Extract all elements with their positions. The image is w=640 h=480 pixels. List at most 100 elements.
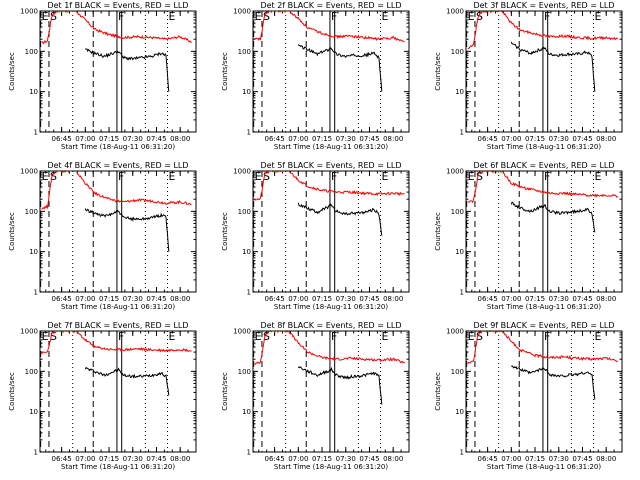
x-tick-label: 06:45	[478, 135, 498, 143]
panel-title: Det 2f BLACK = Events, RED = LLD	[260, 1, 401, 10]
y-tick-label: 1	[34, 449, 38, 457]
event-marker-label: F	[331, 10, 337, 23]
series-line-lld	[467, 11, 619, 50]
x-axis-label: Start Time (18-Aug-11 06:31:20)	[61, 303, 175, 311]
panel-plot: Det 8f BLACK = Events, RED = LLD 1 10 100 10…	[221, 321, 410, 471]
y-tick-label: 100	[25, 368, 38, 376]
x-tick-label: 06:45	[52, 295, 72, 303]
panel-title: Det 8f BLACK = Events, RED = LLD	[260, 321, 401, 330]
y-tick-label: 1	[34, 289, 38, 297]
detector-panel: Det 3f BLACK = Events, RED = LLD 1 10 100 10…	[426, 0, 639, 160]
event-marker-label: E	[42, 10, 49, 23]
y-tick-label: 10	[455, 88, 464, 96]
series-line-events	[84, 366, 170, 396]
x-axis-label: Start Time (18-Aug-11 06:31:20)	[61, 463, 175, 471]
series-line-lld	[254, 11, 405, 43]
series-line-lld	[41, 171, 192, 210]
y-tick-label: 100	[25, 48, 38, 56]
y-tick-label: 10	[455, 248, 464, 256]
series-group	[41, 331, 192, 396]
x-tick-label: 06:45	[265, 455, 285, 463]
y-tick-label: 1000	[446, 8, 464, 16]
detector-panel: Det 5f BLACK = Events, RED = LLD 1 10 100 10…	[213, 160, 426, 320]
x-tick-label: 06:45	[265, 295, 285, 303]
y-tick-label: 1000	[233, 168, 251, 176]
event-marker-label: S	[263, 10, 270, 23]
x-axis-label: Start Time (18-Aug-11 06:31:20)	[487, 463, 601, 471]
y-tick-label: 10	[29, 248, 38, 256]
event-marker-label: S	[476, 10, 483, 23]
x-tick-label: 07:45	[572, 295, 592, 303]
x-tick-label: 08:00	[383, 455, 403, 463]
panel-plot: Det 9f BLACK = Events, RED = LLD 1 10 100 10…	[434, 321, 623, 471]
x-tick-label: 08:00	[170, 455, 190, 463]
series-line-lld	[254, 171, 405, 201]
event-marker-label: E	[468, 10, 475, 23]
x-tick-label: 07:45	[359, 455, 379, 463]
plot-frame	[39, 330, 197, 453]
y-tick-label: 1	[247, 129, 251, 137]
event-marker-label: E	[382, 170, 389, 183]
series-line-events	[510, 41, 596, 92]
y-axis-label: Counts/sec	[8, 372, 16, 411]
x-tick-label: 07:15	[99, 455, 119, 463]
panel-plot: Det 5f BLACK = Events, RED = LLD 1 10 100 10…	[221, 161, 410, 311]
y-axis-label: Counts/sec	[434, 372, 442, 411]
x-tick-label: 06:45	[265, 135, 285, 143]
event-marker-label: S	[263, 330, 270, 343]
series-group	[254, 331, 405, 405]
detector-panel: Det 9f BLACK = Events, RED = LLD 1 10 100 10…	[426, 320, 639, 480]
series-line-events	[84, 208, 170, 252]
event-marker-label: E	[382, 330, 389, 343]
x-tick-label: 07:45	[359, 135, 379, 143]
y-tick-label: 10	[242, 408, 251, 416]
x-tick-label: 06:45	[52, 135, 72, 143]
x-tick-label: 07:15	[99, 135, 119, 143]
x-axis-label: Start Time (18-Aug-11 06:31:20)	[274, 143, 388, 151]
x-axis-label: Start Time (18-Aug-11 06:31:20)	[274, 303, 388, 311]
x-tick-label: 07:00	[288, 455, 308, 463]
y-axis-label: Counts/sec	[221, 212, 229, 251]
series-line-lld	[41, 11, 192, 45]
event-marker-label: E	[42, 170, 49, 183]
x-tick-label: 07:45	[572, 135, 592, 143]
y-axis-label: Counts/sec	[221, 372, 229, 411]
event-marker-label: E	[255, 170, 262, 183]
y-axis-label: Counts/sec	[8, 52, 16, 91]
x-tick-label: 07:15	[312, 455, 332, 463]
y-axis-label: Counts/sec	[434, 52, 442, 91]
event-marker-label: F	[544, 330, 550, 343]
series-line-lld	[254, 331, 405, 366]
event-marker-label: E	[595, 10, 602, 23]
x-tick-label: 07:00	[288, 135, 308, 143]
x-tick-label: 07:30	[549, 295, 569, 303]
x-tick-label: 08:00	[170, 295, 190, 303]
x-tick-label: 07:45	[146, 455, 166, 463]
detector-panel: Det 4f BLACK = Events, RED = LLD 1 10 100 10…	[0, 160, 213, 320]
plot-frame	[465, 330, 623, 453]
series-group	[467, 171, 619, 233]
series-line-events	[511, 365, 596, 400]
y-tick-label: 10	[29, 88, 38, 96]
panel-plot: Det 7f BLACK = Events, RED = LLD 1 10 100 10…	[8, 321, 197, 471]
series-line-lld	[467, 331, 618, 365]
event-marker-label: E	[468, 170, 475, 183]
y-tick-label: 1	[460, 129, 464, 137]
x-tick-label: 06:45	[52, 455, 72, 463]
x-tick-label: 07:30	[336, 295, 356, 303]
event-marker-label: S	[476, 330, 483, 343]
x-tick-label: 07:30	[123, 295, 143, 303]
x-tick-label: 07:30	[549, 455, 569, 463]
event-marker-label: S	[50, 10, 57, 23]
plot-frame	[39, 10, 197, 133]
x-axis-label: Start Time (18-Aug-11 06:31:20)	[61, 143, 175, 151]
y-tick-label: 1000	[446, 168, 464, 176]
event-marker-label: E	[255, 10, 262, 23]
y-axis-label: Counts/sec	[8, 212, 16, 251]
event-marker-label: E	[42, 330, 49, 343]
event-marker-label: E	[382, 10, 389, 23]
y-tick-label: 10	[29, 408, 38, 416]
x-tick-label: 08:00	[170, 135, 190, 143]
series-line-events	[297, 202, 383, 236]
